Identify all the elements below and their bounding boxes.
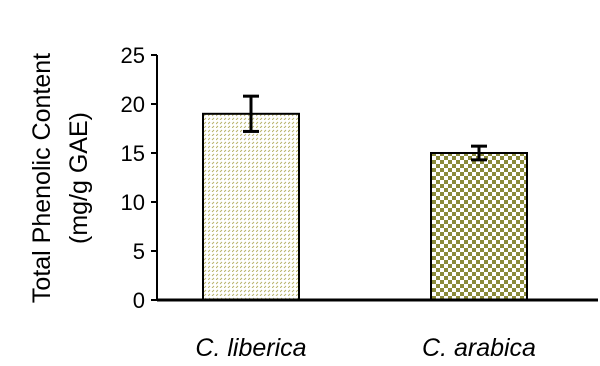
error-bars bbox=[243, 94, 487, 162]
y-tick-label: 25 bbox=[121, 43, 145, 68]
y-tick-label: 10 bbox=[121, 190, 145, 215]
y-axis-title-line: (mg/g GAE) bbox=[65, 112, 93, 244]
bars bbox=[202, 112, 528, 301]
y-axis: 0 5 10 15 20 25 bbox=[121, 43, 158, 313]
x-category-label: C. liberica bbox=[195, 334, 306, 362]
y-tick-label: 0 bbox=[133, 288, 145, 313]
x-axis-tick-labels: C. liberica C. arabica bbox=[195, 334, 536, 362]
y-tick-label: 20 bbox=[121, 92, 145, 117]
y-tick-label: 15 bbox=[121, 141, 145, 166]
x-category-label: C. arabica bbox=[422, 334, 536, 362]
y-axis-title: Total Phenolic Content (mg/g GAE) bbox=[28, 53, 93, 303]
y-tick-label: 5 bbox=[133, 239, 145, 264]
bar bbox=[202, 112, 300, 301]
y-axis-title-line: Total Phenolic Content bbox=[28, 53, 56, 303]
bar bbox=[430, 152, 528, 301]
